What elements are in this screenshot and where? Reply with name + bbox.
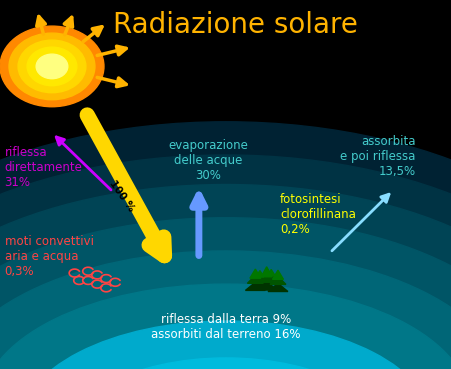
Ellipse shape	[0, 184, 451, 369]
Polygon shape	[255, 270, 263, 277]
Polygon shape	[267, 269, 275, 276]
Text: riflessa dalla terra 9%
assorbiti dal terreno 16%: riflessa dalla terra 9% assorbiti dal te…	[151, 313, 300, 341]
Text: moti convettivi
aria e acqua
0,3%: moti convettivi aria e acqua 0,3%	[5, 235, 93, 278]
Ellipse shape	[27, 47, 77, 86]
Ellipse shape	[0, 122, 451, 369]
Polygon shape	[247, 275, 263, 283]
Text: Radiazione solare: Radiazione solare	[112, 11, 357, 39]
Ellipse shape	[0, 284, 451, 369]
Ellipse shape	[9, 33, 95, 100]
Polygon shape	[256, 281, 276, 290]
Text: fotosintesi
clorofillinana
0,2%: fotosintesi clorofillinana 0,2%	[280, 193, 355, 235]
Ellipse shape	[0, 251, 451, 369]
Ellipse shape	[0, 155, 451, 369]
Ellipse shape	[18, 321, 433, 369]
Ellipse shape	[54, 358, 397, 369]
Text: riflessa
direttamente
31%: riflessa direttamente 31%	[5, 146, 82, 189]
Polygon shape	[245, 282, 265, 290]
Polygon shape	[267, 283, 287, 292]
Polygon shape	[252, 280, 267, 285]
Polygon shape	[253, 275, 265, 280]
Polygon shape	[258, 273, 274, 282]
Polygon shape	[272, 270, 283, 279]
Ellipse shape	[0, 26, 104, 107]
Ellipse shape	[18, 40, 86, 93]
Polygon shape	[263, 279, 278, 284]
Polygon shape	[261, 267, 272, 277]
Text: evaporazione
delle acque
30%: evaporazione delle acque 30%	[168, 139, 247, 182]
Polygon shape	[249, 269, 260, 278]
Text: assorbita
e poi riflessa
13,5%: assorbita e poi riflessa 13,5%	[340, 135, 415, 178]
Text: 100 %: 100 %	[107, 178, 136, 213]
Ellipse shape	[0, 218, 451, 369]
Polygon shape	[265, 274, 276, 279]
Ellipse shape	[36, 54, 68, 79]
Polygon shape	[269, 276, 285, 284]
